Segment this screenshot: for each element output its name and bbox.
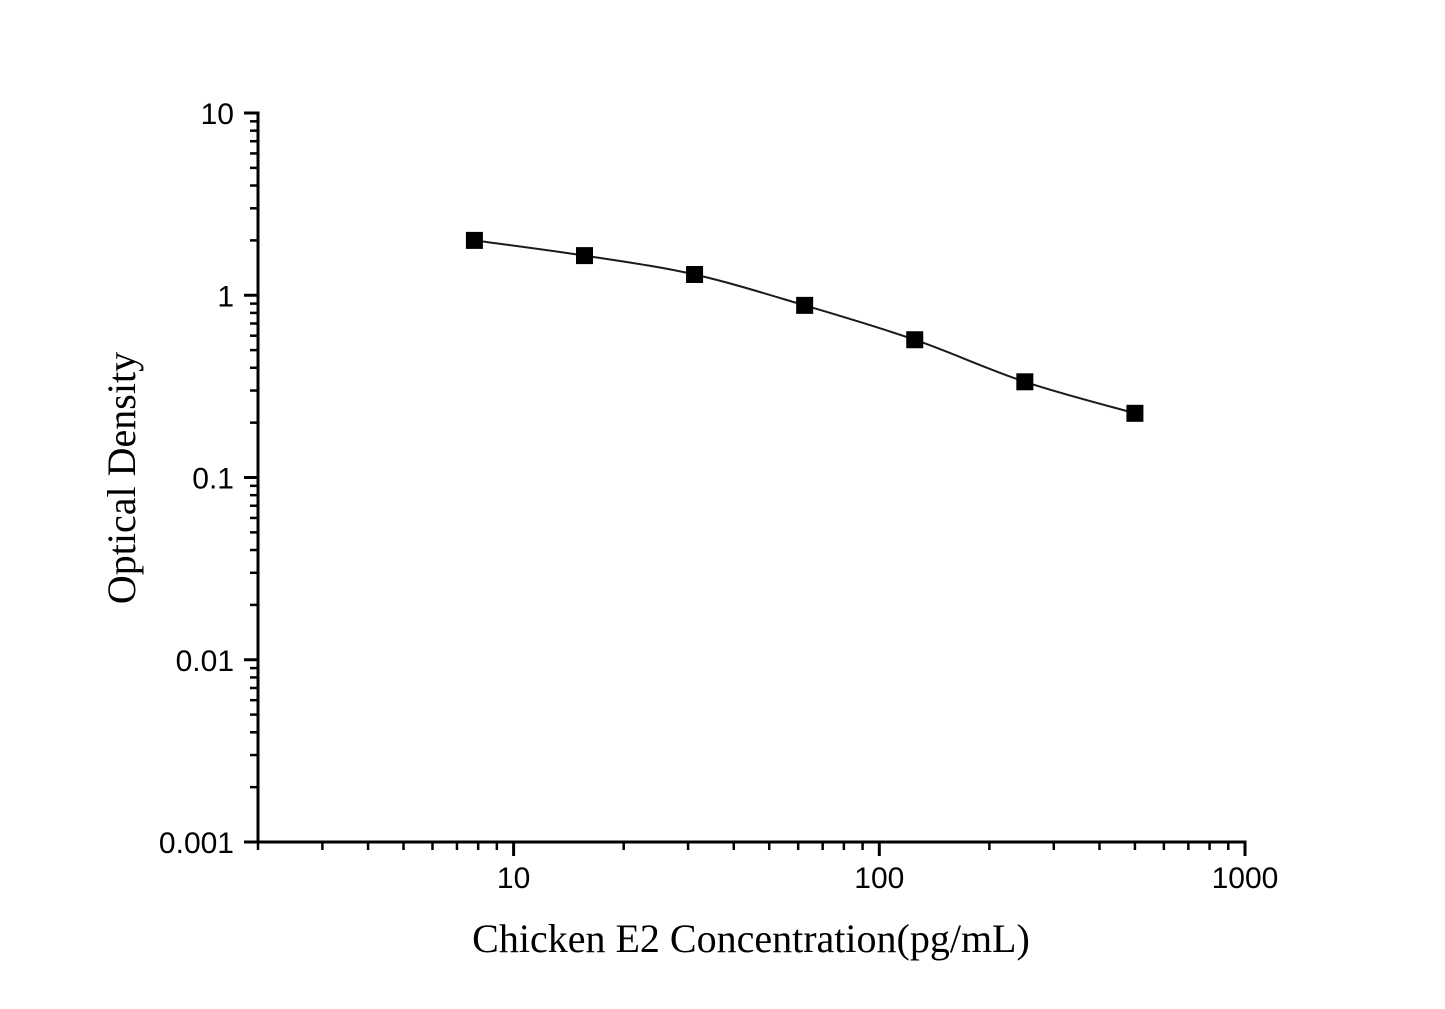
y-axis-title: Optical Density [99, 352, 144, 604]
data-point-marker [906, 331, 924, 349]
data-point-marker [686, 265, 704, 283]
series-layer [465, 231, 1144, 422]
x-tick-label: 10 [497, 862, 530, 895]
y-tick-label: 10 [201, 98, 234, 131]
y-tick-label: 1 [217, 280, 234, 313]
data-point-marker [796, 296, 814, 314]
x-tick-label: 1000 [1212, 862, 1279, 895]
axes-layer: 10 100 1000 10 1 0.1 0.01 0.001 [159, 98, 1278, 895]
axis-spines [256, 111, 1247, 844]
x-tick-label: 100 [854, 862, 904, 895]
data-point-marker [1126, 404, 1144, 422]
y-tick-label: 0.1 [192, 463, 234, 496]
series-line [474, 239, 1136, 415]
data-point-marker [1016, 373, 1034, 391]
data-point-marker [575, 247, 593, 265]
data-point-marker [465, 231, 483, 249]
y-tick-label: 0.001 [159, 827, 234, 860]
y-tick-label: 0.01 [176, 645, 234, 678]
x-axis-title: Chicken E2 Concentration(pg/mL) [472, 916, 1030, 961]
